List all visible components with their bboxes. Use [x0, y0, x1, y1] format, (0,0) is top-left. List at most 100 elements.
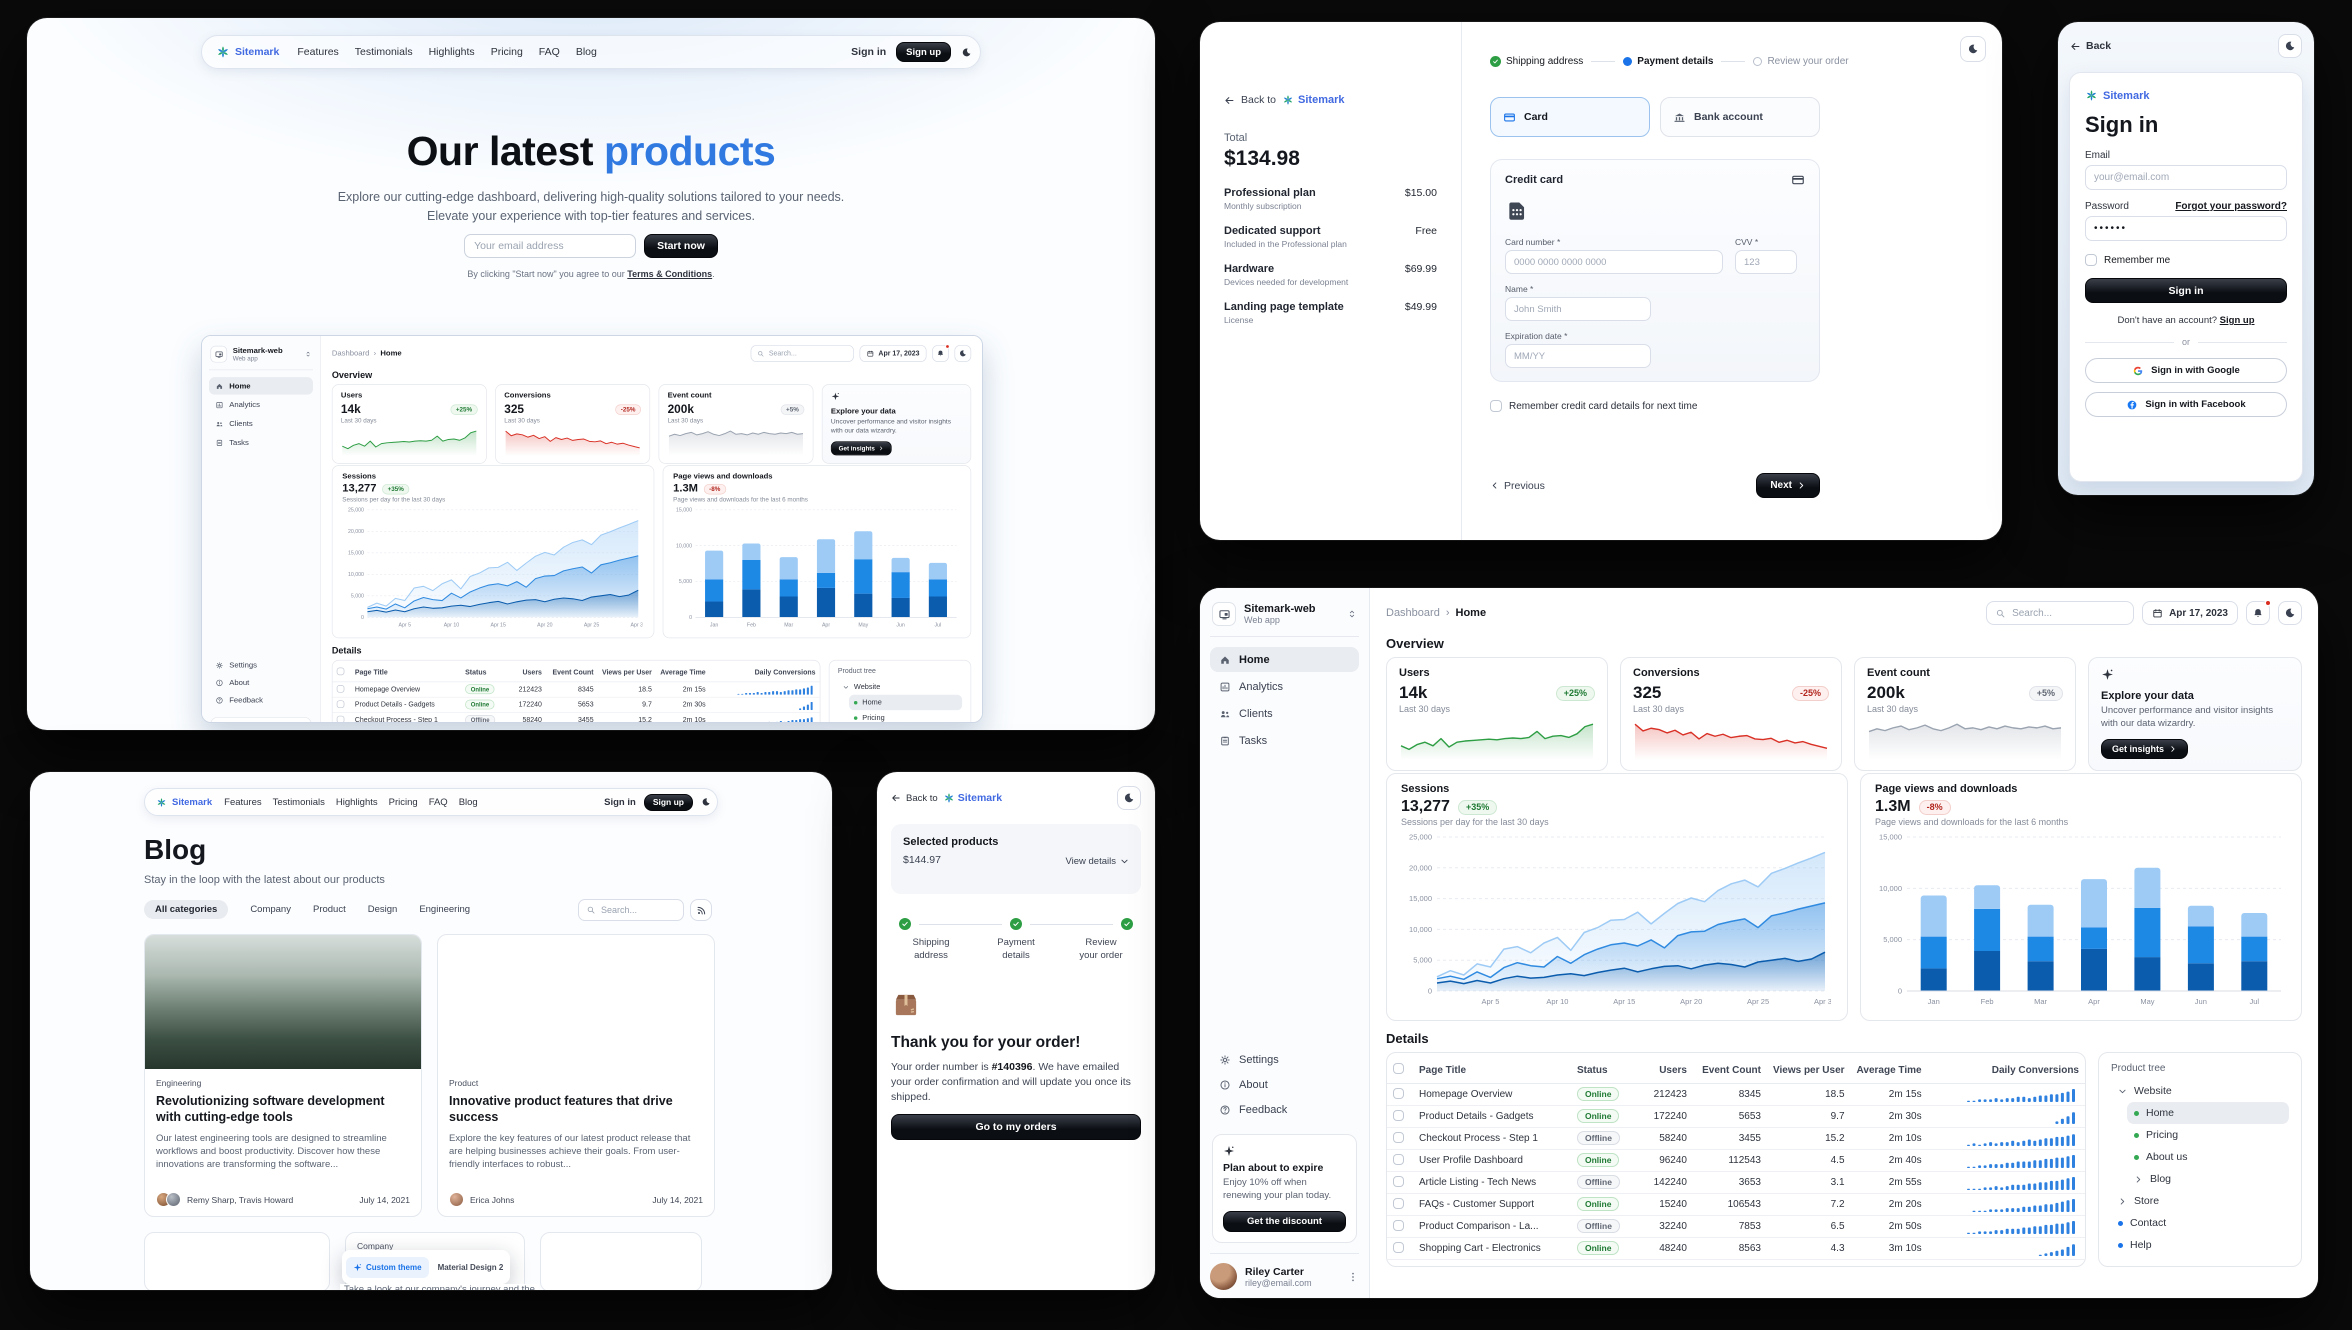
blog-card-image-sky[interactable] [144, 1232, 330, 1290]
get-insights-button[interactable]: Get insights [2101, 738, 2189, 759]
blog-card[interactable]: Engineering Revolutionizing software dev… [144, 934, 422, 1217]
tree-item-about-us[interactable]: About us [2127, 1146, 2289, 1168]
signup-button[interactable]: Sign up [643, 793, 693, 811]
row-checkbox[interactable] [336, 684, 345, 693]
row-checkbox[interactable] [1393, 1241, 1404, 1253]
tree-item-pricing[interactable]: Pricing [849, 710, 962, 722]
dark-mode-toggle[interactable] [1960, 36, 1986, 62]
remember-card-checkbox[interactable] [1490, 400, 1502, 412]
table-row[interactable]: Shopping Cart - Electronics Online 48240… [1387, 1237, 2085, 1260]
name-input[interactable] [1505, 297, 1651, 321]
password-field[interactable] [2085, 216, 2287, 241]
select-all-checkbox[interactable] [336, 667, 345, 676]
row-checkbox[interactable] [1393, 1175, 1404, 1187]
view-details-button[interactable]: View details [1065, 840, 1129, 882]
stat-card-conversions[interactable]: Conversions 325 -25% Last 30 days [1620, 657, 1842, 771]
row-checkbox[interactable] [1393, 1109, 1404, 1121]
nav-link-features[interactable]: Features [297, 46, 339, 58]
row-checkbox[interactable] [1393, 1197, 1404, 1209]
blog-search-input[interactable]: Search... [578, 899, 684, 921]
sidebar-item-feedback[interactable]: Feedback [1210, 1097, 1359, 1122]
back-button[interactable]: Back [2070, 40, 2111, 52]
previous-button[interactable]: Previous [1490, 480, 1545, 492]
stat-card-users[interactable]: Users 14k +25% Last 30 days [1386, 657, 1608, 771]
nav-link-faq[interactable]: FAQ [428, 796, 448, 808]
date-picker-button[interactable]: Apr 17, 2023 [2142, 601, 2238, 625]
terms-link[interactable]: Terms & Conditions [627, 269, 713, 279]
nav-link-blog[interactable]: Blog [575, 46, 597, 58]
tree-item-website[interactable]: Website [2111, 1080, 2289, 1102]
table-row[interactable]: Homepage Overview Online 212423 8345 18.5… [1387, 1083, 2085, 1106]
order-back-link[interactable]: Back to Sitemark [891, 792, 1002, 804]
email-input[interactable] [464, 234, 637, 258]
nav-link-features[interactable]: Features [224, 796, 262, 808]
search-input[interactable]: Search... [750, 345, 854, 362]
nav-link-testimonials[interactable]: Testimonials [272, 796, 325, 808]
tree-item-home[interactable]: Home [2127, 1102, 2289, 1124]
sidebar-item-home[interactable]: Home [208, 377, 313, 395]
table-row[interactable]: Checkout Process - Step 1 Offline 58240 3… [1387, 1127, 2085, 1150]
sidebar-item-tasks[interactable]: Tasks [1210, 728, 1359, 753]
table-row[interactable]: Product Comparison - La... Offline 32240… [1387, 1215, 2085, 1238]
sidebar-item-about[interactable]: About [209, 674, 313, 691]
table-row[interactable]: FAQs - Customer Support Online 15240 1065… [1387, 1193, 2085, 1216]
email-field[interactable] [2085, 165, 2287, 190]
go-to-orders-button[interactable]: Go to my orders [891, 1114, 1141, 1140]
table-row[interactable]: Homepage Overview Online 212423 8345 18.5… [332, 681, 820, 698]
nav-link-pricing[interactable]: Pricing [388, 796, 418, 808]
custom-theme-option[interactable]: Custom theme [346, 1256, 429, 1278]
material-design-option[interactable]: Material Design 2 [437, 1262, 504, 1272]
tree-item-contact[interactable]: Contact [2111, 1212, 2289, 1234]
dark-mode-toggle[interactable] [954, 345, 972, 362]
breadcrumb-dashboard[interactable]: Dashboard [1386, 607, 1440, 619]
sidebar-item-settings[interactable]: Settings [209, 657, 313, 674]
table-row[interactable]: Article Listing - Tech News Offline 1422… [1387, 1171, 2085, 1194]
date-picker-button[interactable]: Apr 17, 2023 [859, 345, 927, 362]
app-selector[interactable]: Sitemark-web Web app [208, 344, 313, 371]
row-checkbox[interactable] [336, 715, 345, 722]
category-chip[interactable]: Design [367, 904, 398, 915]
stat-card-event-count[interactable]: Event count 200k +5% Last 30 days [1854, 657, 2076, 771]
category-chip[interactable]: All categories [144, 900, 229, 919]
dark-mode-toggle[interactable] [2278, 601, 2302, 625]
row-checkbox[interactable] [1393, 1131, 1404, 1143]
row-checkbox[interactable] [1393, 1153, 1404, 1165]
cvv-input[interactable] [1735, 250, 1797, 274]
app-selector[interactable]: Sitemark-web Web app [1210, 600, 1359, 637]
next-button[interactable]: Next [1756, 473, 1820, 498]
sidebar-item-analytics[interactable]: Analytics [1210, 674, 1359, 699]
google-signin-button[interactable]: Sign in with Google [2085, 358, 2287, 383]
search-input[interactable]: Search... [1986, 601, 2135, 625]
signin-button[interactable]: Sign in [2085, 278, 2287, 303]
facebook-signin-button[interactable]: Sign in with Facebook [2085, 392, 2287, 417]
tree-item-store[interactable]: Store [2111, 1190, 2289, 1212]
blog-card[interactable]: Product Innovative product features that… [437, 934, 715, 1217]
select-all-checkbox[interactable] [1393, 1063, 1404, 1074]
signin-link[interactable]: Sign in [604, 796, 636, 808]
tree-item-home[interactable]: Home [849, 694, 963, 711]
tree-item-pricing[interactable]: Pricing [2127, 1124, 2289, 1146]
remember-me-checkbox[interactable] [2085, 254, 2097, 266]
stat-card-event-count[interactable]: Event count 200k +5% Last 30 days [658, 384, 814, 464]
card-number-input[interactable] [1505, 250, 1723, 274]
sidebar-item-home[interactable]: Home [1210, 647, 1359, 672]
sidebar-item-tasks[interactable]: Tasks [209, 434, 313, 451]
category-chip[interactable]: Company [250, 904, 291, 915]
tree-item-website[interactable]: Website [838, 679, 962, 694]
notifications-button[interactable] [932, 344, 950, 362]
signup-button[interactable]: Sign up [896, 42, 951, 62]
dark-mode-toggle[interactable] [2278, 34, 2302, 58]
stat-card-users[interactable]: Users 14k +25% Last 30 days [331, 384, 487, 464]
notifications-button[interactable] [2246, 600, 2271, 625]
nav-link-blog[interactable]: Blog [458, 796, 478, 808]
tree-item-blog[interactable]: Blog [2127, 1168, 2289, 1190]
checkout-back-link[interactable]: Back to Sitemark [1224, 94, 1437, 106]
stat-card-conversions[interactable]: Conversions 325 -25% Last 30 days [495, 384, 651, 464]
nav-link-highlights[interactable]: Highlights [335, 796, 378, 808]
start-now-button[interactable]: Start now [644, 234, 718, 258]
nav-link-faq[interactable]: FAQ [538, 46, 560, 58]
category-chip[interactable]: Engineering [419, 904, 471, 915]
sidebar-item-clients[interactable]: Clients [209, 415, 313, 432]
sidebar-item-analytics[interactable]: Analytics [209, 396, 313, 413]
table-row[interactable]: Product Details - Gadgets Online 172240 5… [332, 697, 820, 713]
